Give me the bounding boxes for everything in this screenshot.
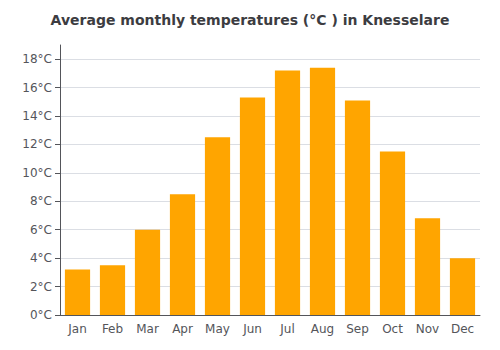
svg-text:10°C: 10°C <box>22 166 52 180</box>
svg-text:May: May <box>205 322 230 336</box>
svg-text:18°C: 18°C <box>22 52 52 66</box>
svg-text:14°C: 14°C <box>22 109 52 123</box>
svg-text:16°C: 16°C <box>22 81 52 95</box>
svg-text:Nov: Nov <box>416 322 439 336</box>
svg-text:Dec: Dec <box>451 322 474 336</box>
svg-text:Jan: Jan <box>67 322 87 336</box>
svg-text:Apr: Apr <box>172 322 193 336</box>
svg-text:Aug: Aug <box>311 322 334 336</box>
svg-text:Feb: Feb <box>102 322 123 336</box>
svg-text:2°C: 2°C <box>30 280 52 294</box>
svg-text:Jun: Jun <box>242 322 262 336</box>
svg-text:6°C: 6°C <box>30 223 52 237</box>
svg-text:Average monthly temperatures (: Average monthly temperatures (°C ) in Kn… <box>51 12 450 28</box>
svg-text:Mar: Mar <box>136 322 159 336</box>
svg-text:8°C: 8°C <box>30 194 52 208</box>
svg-text:Oct: Oct <box>382 322 403 336</box>
svg-text:Jul: Jul <box>279 322 294 336</box>
svg-text:Sep: Sep <box>346 322 369 336</box>
svg-text:12°C: 12°C <box>22 137 52 151</box>
svg-text:4°C: 4°C <box>30 251 52 265</box>
svg-text:0°C: 0°C <box>30 308 52 322</box>
